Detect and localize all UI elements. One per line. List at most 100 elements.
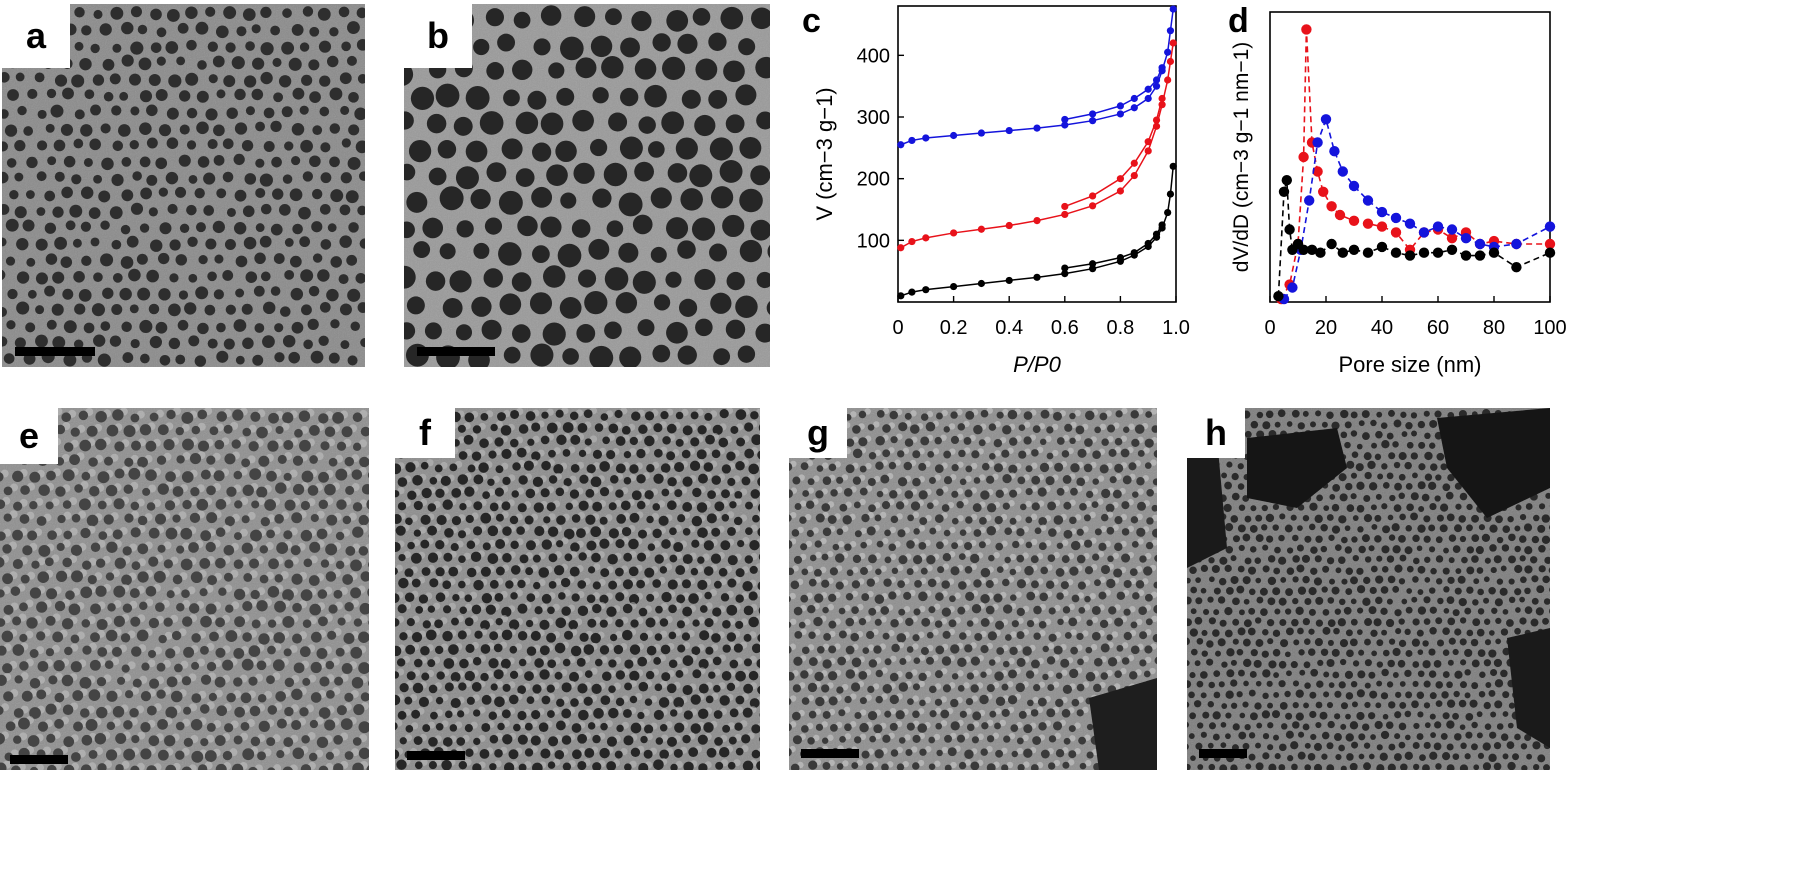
psd-point: [1460, 233, 1472, 244]
psd-point: [1390, 212, 1402, 224]
y-axis-label: dV/dD (cm−3 g−1 nm−1): [1230, 42, 1253, 273]
isotherm-series: [897, 162, 1177, 300]
sem-micrograph-g: [789, 408, 1157, 770]
scale-bar-g: [801, 749, 859, 758]
psd-point: [1446, 233, 1458, 244]
psd-point: [1337, 247, 1348, 258]
scale-bar-f: [407, 751, 465, 760]
isotherm-point: [922, 234, 930, 242]
isotherm-point: [977, 279, 985, 288]
isotherm-point: [1033, 273, 1041, 281]
isotherm-point: [1158, 64, 1166, 72]
y-tick-label: 100: [857, 230, 890, 252]
psd-point: [1312, 137, 1323, 148]
psd-point: [1298, 151, 1309, 163]
psd-point: [1348, 215, 1360, 226]
psd-point: [1304, 195, 1315, 206]
isotherm-line: [900, 8, 1174, 146]
isotherm-point: [1152, 76, 1161, 84]
psd-point: [1320, 114, 1332, 125]
isotherm-point: [1130, 94, 1138, 103]
psd-point: [1348, 180, 1360, 192]
x-tick-label: 80: [1483, 317, 1505, 339]
psd-point: [1446, 244, 1458, 255]
psd-point: [1376, 221, 1388, 232]
psd-point: [1298, 244, 1309, 255]
isotherm-point: [1005, 126, 1013, 135]
x-tick-label: 40: [1371, 317, 1393, 339]
isotherm-point: [1061, 210, 1069, 219]
panel-label-b: b: [404, 4, 472, 68]
isotherm-point: [950, 229, 958, 237]
isotherm-chart: 0 0.2 0.4 0.6 0.8 1.0 100 200 300 400 P/P0 V (cm−3 …: [812, 5, 1190, 377]
psd-point: [1318, 186, 1329, 197]
isotherm-point: [1089, 192, 1097, 200]
isotherm-point: [1089, 260, 1097, 268]
psd-point: [1284, 224, 1295, 235]
scale-bar-e: [10, 755, 68, 764]
psd-point: [1474, 238, 1486, 250]
psd-point: [1334, 209, 1346, 221]
isotherm-point: [1169, 162, 1177, 170]
isotherm-series: [1061, 64, 1166, 124]
isotherm-point: [1158, 221, 1166, 229]
isotherm-point: [1152, 230, 1161, 238]
x-tick-label: 60: [1427, 317, 1449, 339]
psd-point: [1460, 250, 1472, 261]
psd-point: [1362, 195, 1374, 206]
psd-point: [1306, 244, 1318, 255]
isotherm-point: [1116, 254, 1124, 262]
psd-point: [1376, 206, 1388, 218]
x-tick-label: 0.8: [1106, 317, 1134, 339]
isotherm-point: [1144, 239, 1152, 248]
psd-point: [1404, 218, 1416, 229]
psd-point: [1362, 218, 1374, 229]
isotherm-point: [1061, 121, 1069, 129]
pore-size-chart: 0 20 40 60 80 100 Pore size (nm) dV/dD (cm−3 g−…: [1230, 11, 1567, 377]
isotherm-point: [897, 141, 905, 149]
isotherm-point: [950, 131, 958, 140]
isotherm-point: [1061, 270, 1069, 278]
psd-point: [1326, 238, 1337, 250]
isotherm-point: [1169, 39, 1177, 47]
isotherm-point: [977, 225, 985, 233]
panel-label-f: f: [395, 408, 455, 458]
x-tick-label: 0.4: [995, 317, 1023, 339]
psd-point: [1418, 227, 1430, 238]
isotherm-point: [1144, 85, 1152, 93]
isotherm-point: [1164, 48, 1172, 56]
isotherm-point: [1116, 175, 1124, 183]
panel-label-d: d: [1228, 2, 1249, 40]
isotherm-point: [1166, 190, 1175, 198]
x-axis-label: P/P0: [1013, 352, 1061, 377]
isotherm-point: [1005, 276, 1013, 285]
psd-point: [1348, 244, 1360, 255]
isotherm-point: [1005, 221, 1013, 230]
scale-bar-b: [417, 347, 495, 356]
isotherm-point: [1089, 117, 1097, 125]
isotherm-point: [1089, 202, 1097, 210]
sem-image-e: e: [0, 408, 369, 770]
y-tick-label: 200: [857, 169, 890, 191]
scale-bar-h: [1199, 749, 1247, 758]
scale-bar-a: [15, 347, 95, 356]
sem-micrograph-h: [1187, 408, 1550, 770]
psd-line: [1283, 116, 1551, 300]
isotherm-point: [1116, 102, 1124, 110]
psd-series: [1278, 114, 1556, 305]
isotherm-point: [950, 282, 958, 291]
isotherm-point: [1061, 264, 1069, 272]
panel-label-h: h: [1187, 408, 1245, 458]
isotherm-point: [908, 288, 916, 296]
psd-point: [1315, 247, 1326, 258]
sem-image-f: f: [395, 408, 760, 770]
x-tick-label: 0: [892, 317, 903, 339]
x-tick-label: 0: [1264, 317, 1275, 339]
isotherm-series: [1061, 221, 1166, 272]
isotherm-point: [1089, 110, 1097, 118]
psd-point: [1278, 186, 1290, 197]
isotherm-point: [1144, 94, 1152, 103]
sem-image-h: h: [1187, 408, 1550, 770]
isotherm-point: [1152, 116, 1161, 124]
isotherm-point: [922, 134, 930, 142]
